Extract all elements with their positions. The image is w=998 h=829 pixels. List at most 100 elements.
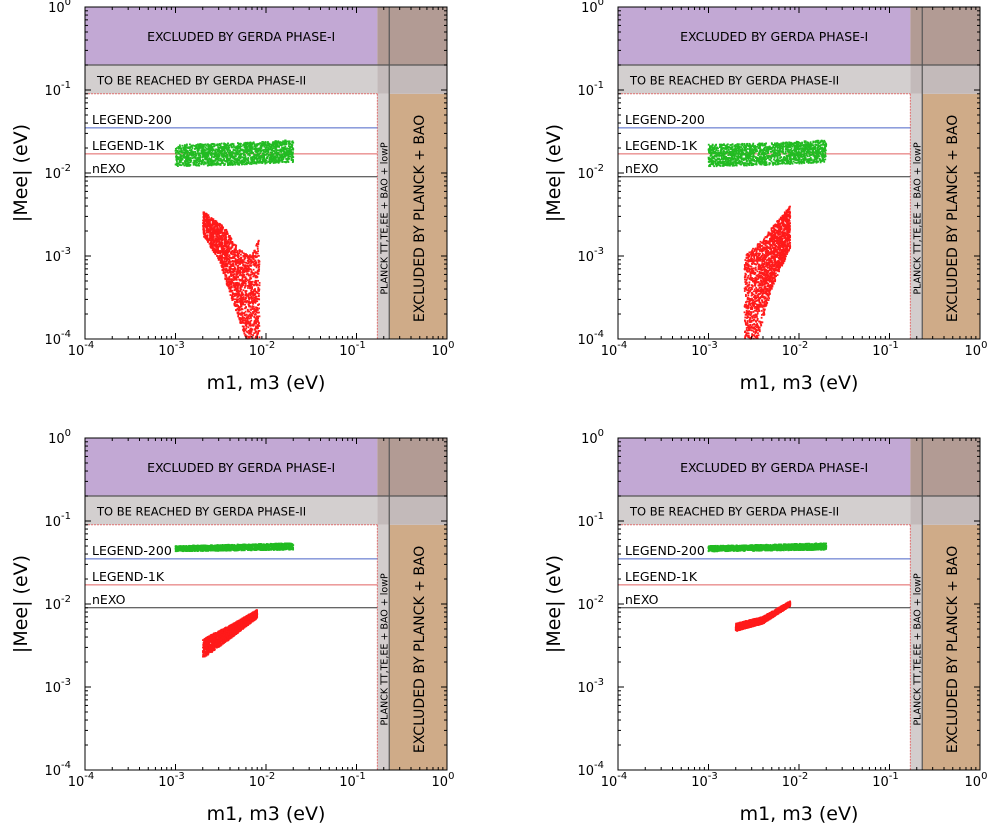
point <box>245 316 248 319</box>
point <box>818 155 821 157</box>
point <box>256 333 259 336</box>
point <box>231 260 234 262</box>
point <box>245 290 248 292</box>
point <box>237 306 240 309</box>
point <box>234 146 236 149</box>
point <box>215 239 218 242</box>
point <box>289 151 291 154</box>
point <box>188 154 190 157</box>
point <box>211 227 214 230</box>
point <box>214 157 217 160</box>
point <box>232 276 235 279</box>
point <box>224 271 227 274</box>
point <box>211 242 214 245</box>
point <box>824 142 827 145</box>
point <box>235 292 237 295</box>
point <box>242 143 245 146</box>
point <box>256 319 259 322</box>
point <box>712 163 715 166</box>
point <box>237 271 240 274</box>
point <box>246 322 249 325</box>
point <box>254 299 257 302</box>
point <box>216 161 219 164</box>
point <box>274 145 277 148</box>
point <box>714 144 717 147</box>
point <box>227 157 230 160</box>
point <box>215 220 218 223</box>
point <box>243 258 246 261</box>
point <box>254 318 257 321</box>
point <box>290 156 293 159</box>
point <box>267 153 270 156</box>
point <box>254 301 257 304</box>
point <box>178 156 181 159</box>
point <box>235 290 238 293</box>
gerda-phase-1-band <box>85 7 378 66</box>
point <box>257 142 260 145</box>
point <box>256 158 259 160</box>
point <box>281 154 283 157</box>
point <box>216 156 219 159</box>
point <box>271 148 273 151</box>
point <box>258 288 261 291</box>
point <box>256 243 259 246</box>
point <box>211 153 214 155</box>
point <box>256 306 259 309</box>
point <box>815 159 818 161</box>
point <box>237 298 240 301</box>
point <box>286 150 289 152</box>
point <box>231 280 233 283</box>
point <box>227 258 230 261</box>
point <box>278 149 281 152</box>
point <box>236 288 238 291</box>
point <box>234 263 237 266</box>
point <box>259 142 262 145</box>
point <box>239 305 242 308</box>
point <box>223 258 226 261</box>
point <box>247 262 250 264</box>
point <box>229 157 232 160</box>
point <box>204 162 207 165</box>
point <box>218 151 221 154</box>
point <box>215 240 218 243</box>
point <box>225 236 227 239</box>
point <box>238 306 241 309</box>
point <box>239 273 242 275</box>
point <box>255 244 258 247</box>
point <box>249 161 252 164</box>
point <box>258 147 261 150</box>
point <box>258 260 261 263</box>
point <box>239 263 241 266</box>
point <box>251 273 254 275</box>
point <box>176 150 179 153</box>
point <box>225 154 228 156</box>
point <box>230 268 233 270</box>
point <box>241 277 244 280</box>
point <box>229 289 232 291</box>
point <box>221 147 224 150</box>
point <box>208 152 211 155</box>
point <box>281 141 284 144</box>
point <box>241 163 243 166</box>
point <box>258 325 261 327</box>
point <box>210 151 213 154</box>
point <box>184 150 187 153</box>
y-tick-label: 10-1 <box>44 80 71 99</box>
point <box>183 156 186 159</box>
point <box>282 155 284 158</box>
point <box>243 151 246 153</box>
point <box>187 156 190 159</box>
point <box>211 155 213 158</box>
point <box>233 276 236 278</box>
point <box>185 165 188 167</box>
point <box>252 257 255 260</box>
point <box>251 143 254 146</box>
point <box>238 282 240 285</box>
point <box>219 164 222 166</box>
point <box>278 153 281 156</box>
point <box>279 156 282 159</box>
point <box>241 262 244 264</box>
point <box>246 158 249 161</box>
point <box>248 302 251 305</box>
point <box>232 149 235 152</box>
